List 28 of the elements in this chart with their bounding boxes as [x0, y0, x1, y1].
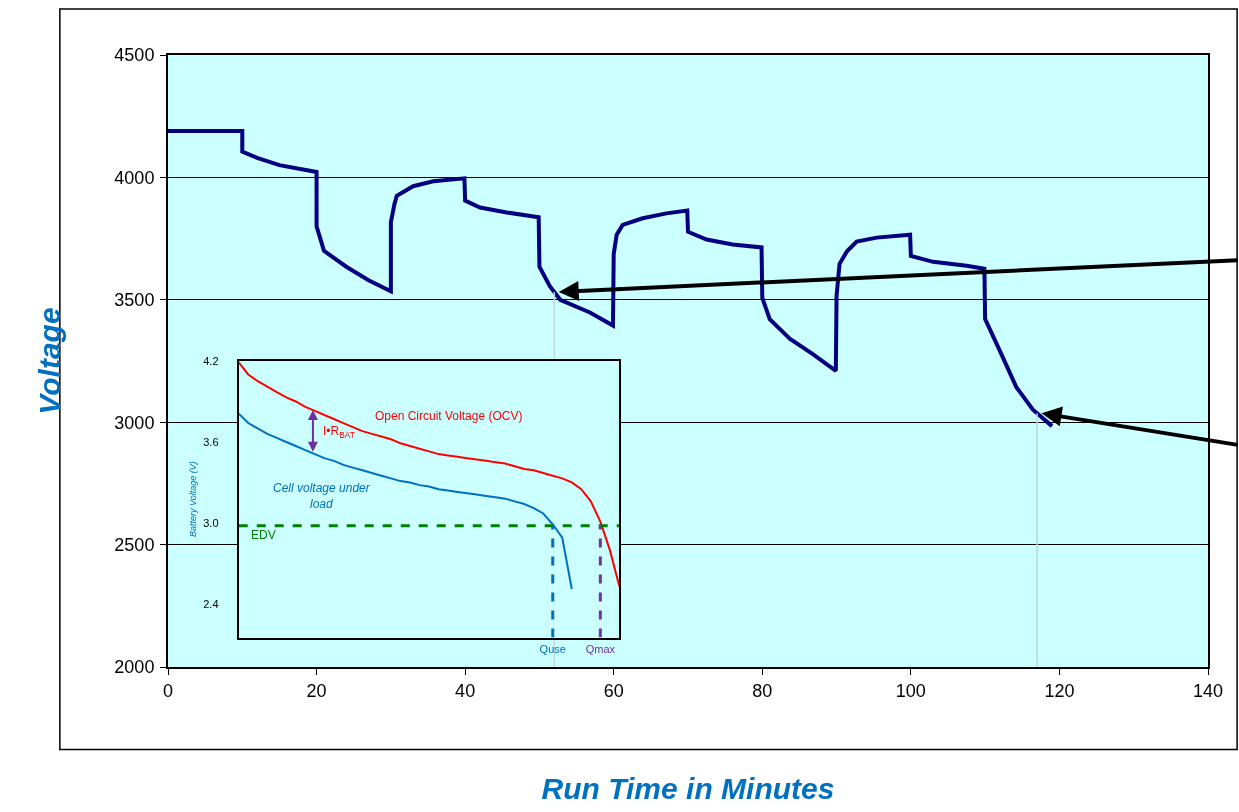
- x-tick-label: Quse: [539, 642, 566, 655]
- y-tick-label: 2.4: [203, 597, 219, 610]
- y-tick-label: 4.2: [203, 354, 219, 367]
- x-tick-label: Qmax: [585, 642, 616, 655]
- x-tick-label: 100: [895, 680, 926, 701]
- series-label: Cell voltage under load: [273, 481, 371, 511]
- x-tick-label: 0: [162, 680, 174, 701]
- x-tick-label: 120: [1044, 680, 1075, 701]
- y-axis-title: Voltage: [32, 307, 66, 415]
- x-tick-label: 20: [306, 680, 327, 701]
- y-tick-label: 3000: [114, 412, 155, 433]
- x-tick-label: 80: [752, 680, 773, 701]
- x-tick-label: 140: [1192, 680, 1224, 701]
- x-axis-title: Run Time in Minutes: [541, 771, 835, 805]
- line-series: [238, 361, 620, 588]
- y-tick-label: 4000: [114, 167, 155, 188]
- y-tick-label: 3.0: [203, 516, 219, 529]
- y-tick-label: 2000: [114, 657, 155, 678]
- x-tick-label: 60: [603, 680, 624, 701]
- y-axis-title: Battery Voltage (V): [188, 461, 199, 538]
- y-tick-label: 3.6: [203, 435, 219, 448]
- ref-line-label: EDV: [251, 528, 276, 542]
- x-tick-label: 40: [455, 680, 476, 701]
- series-label: Open Circuit Voltage (OCV): [375, 409, 523, 423]
- y-tick-label: 2500: [114, 534, 155, 555]
- y-tick-label: 4500: [114, 45, 155, 66]
- y-tick-label: 3500: [114, 290, 155, 311]
- annotation: I•R$_{BAT}$: [323, 424, 355, 440]
